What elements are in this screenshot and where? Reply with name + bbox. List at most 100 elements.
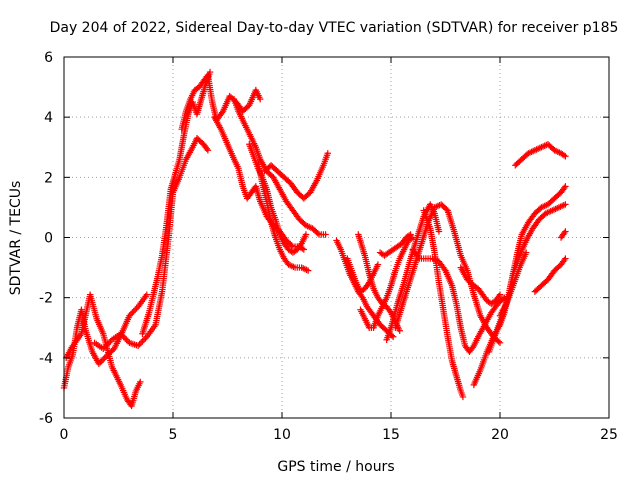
series-track-15	[376, 231, 414, 259]
data-point	[105, 339, 113, 346]
data-points	[60, 68, 569, 410]
data-point	[435, 228, 443, 235]
data-point	[322, 231, 329, 238]
x-tick-label: 20	[491, 427, 509, 443]
data-point	[97, 359, 104, 366]
series-track-4	[139, 68, 214, 337]
x-tick-label: 0	[60, 427, 69, 443]
data-point	[301, 265, 309, 273]
data-point	[129, 309, 136, 316]
data-point	[104, 341, 111, 348]
series-track-10	[261, 150, 331, 202]
data-point	[133, 304, 140, 312]
data-point	[441, 265, 448, 273]
data-point	[117, 330, 124, 337]
axis-ticks: 0 5 10 15 20 25 -6 -4 -2 0 2 4 6	[39, 50, 618, 443]
chart-title: Day 204 of 2022, Sidereal Day-to-day VTE…	[50, 20, 619, 36]
series-track-18	[409, 246, 508, 356]
data-point	[389, 333, 397, 340]
data-point	[495, 292, 503, 300]
data-point	[314, 230, 321, 237]
data-point	[562, 255, 569, 262]
data-point	[304, 267, 312, 274]
data-point	[495, 338, 502, 345]
data-point	[142, 335, 149, 342]
data-point	[562, 228, 569, 235]
data-point	[132, 306, 139, 313]
series-track-25	[531, 255, 569, 295]
data-point	[137, 339, 145, 346]
data-point	[101, 354, 108, 362]
data-point	[560, 152, 568, 159]
data-point	[101, 344, 108, 351]
data-point	[561, 184, 568, 192]
y-tick-label: -6	[39, 411, 53, 427]
data-point	[127, 311, 135, 318]
y-axis-label: SDTVAR / TECUs	[8, 181, 24, 296]
series-track-21	[470, 183, 569, 389]
x-tick-label: 15	[382, 427, 400, 443]
series-track-3	[91, 135, 212, 353]
x-tick-label: 5	[169, 427, 178, 443]
series-track-19	[420, 207, 467, 401]
data-point	[469, 344, 476, 351]
data-point	[562, 153, 569, 160]
x-tick-label: 25	[600, 427, 618, 443]
data-point	[130, 308, 137, 315]
series-track-26	[557, 228, 569, 241]
data-point	[100, 345, 107, 353]
series-track-12	[344, 255, 382, 295]
data-point	[137, 378, 144, 386]
x-axis-label: GPS time / hours	[277, 459, 394, 475]
data-point	[561, 229, 568, 237]
series-track-23	[496, 249, 530, 319]
data-point	[139, 338, 146, 345]
data-point	[324, 150, 331, 157]
data-point	[415, 253, 422, 261]
y-tick-label: 4	[44, 110, 53, 126]
data-point	[100, 356, 107, 363]
data-point	[496, 291, 504, 298]
data-point	[257, 95, 264, 103]
data-point	[136, 341, 143, 348]
data-point	[297, 241, 304, 249]
data-point	[300, 246, 307, 253]
data-point	[562, 201, 569, 208]
y-tick-label: 2	[44, 170, 53, 186]
data-point	[95, 360, 103, 368]
data-point	[123, 336, 130, 343]
data-point	[561, 256, 568, 264]
data-point	[102, 342, 110, 349]
data-point	[288, 242, 295, 249]
y-tick-label: -4	[39, 351, 53, 367]
data-point	[562, 183, 569, 190]
x-tick-label: 10	[273, 427, 291, 443]
plot-frame	[63, 56, 610, 419]
data-point	[358, 292, 365, 300]
data-point	[121, 335, 129, 342]
data-point	[374, 261, 382, 268]
y-tick-label: 0	[44, 231, 53, 247]
data-point	[522, 249, 530, 256]
data-point	[204, 147, 212, 154]
series-track-24	[512, 141, 569, 169]
data-point	[396, 327, 403, 334]
series-track-7	[230, 95, 329, 238]
data-point	[134, 342, 142, 349]
data-point	[407, 231, 414, 238]
series-track-20	[457, 264, 504, 307]
data-point	[126, 312, 133, 319]
series-track-9	[254, 159, 312, 274]
y-tick-label: 6	[44, 50, 53, 66]
data-point	[118, 332, 126, 339]
data-point	[143, 291, 151, 298]
series-track-8	[246, 141, 310, 256]
data-point	[140, 336, 148, 343]
data-point	[496, 339, 504, 346]
data-point	[386, 308, 394, 315]
data-point	[288, 262, 296, 270]
data-point	[218, 109, 226, 116]
data-point	[459, 393, 467, 401]
data-point	[364, 280, 372, 288]
